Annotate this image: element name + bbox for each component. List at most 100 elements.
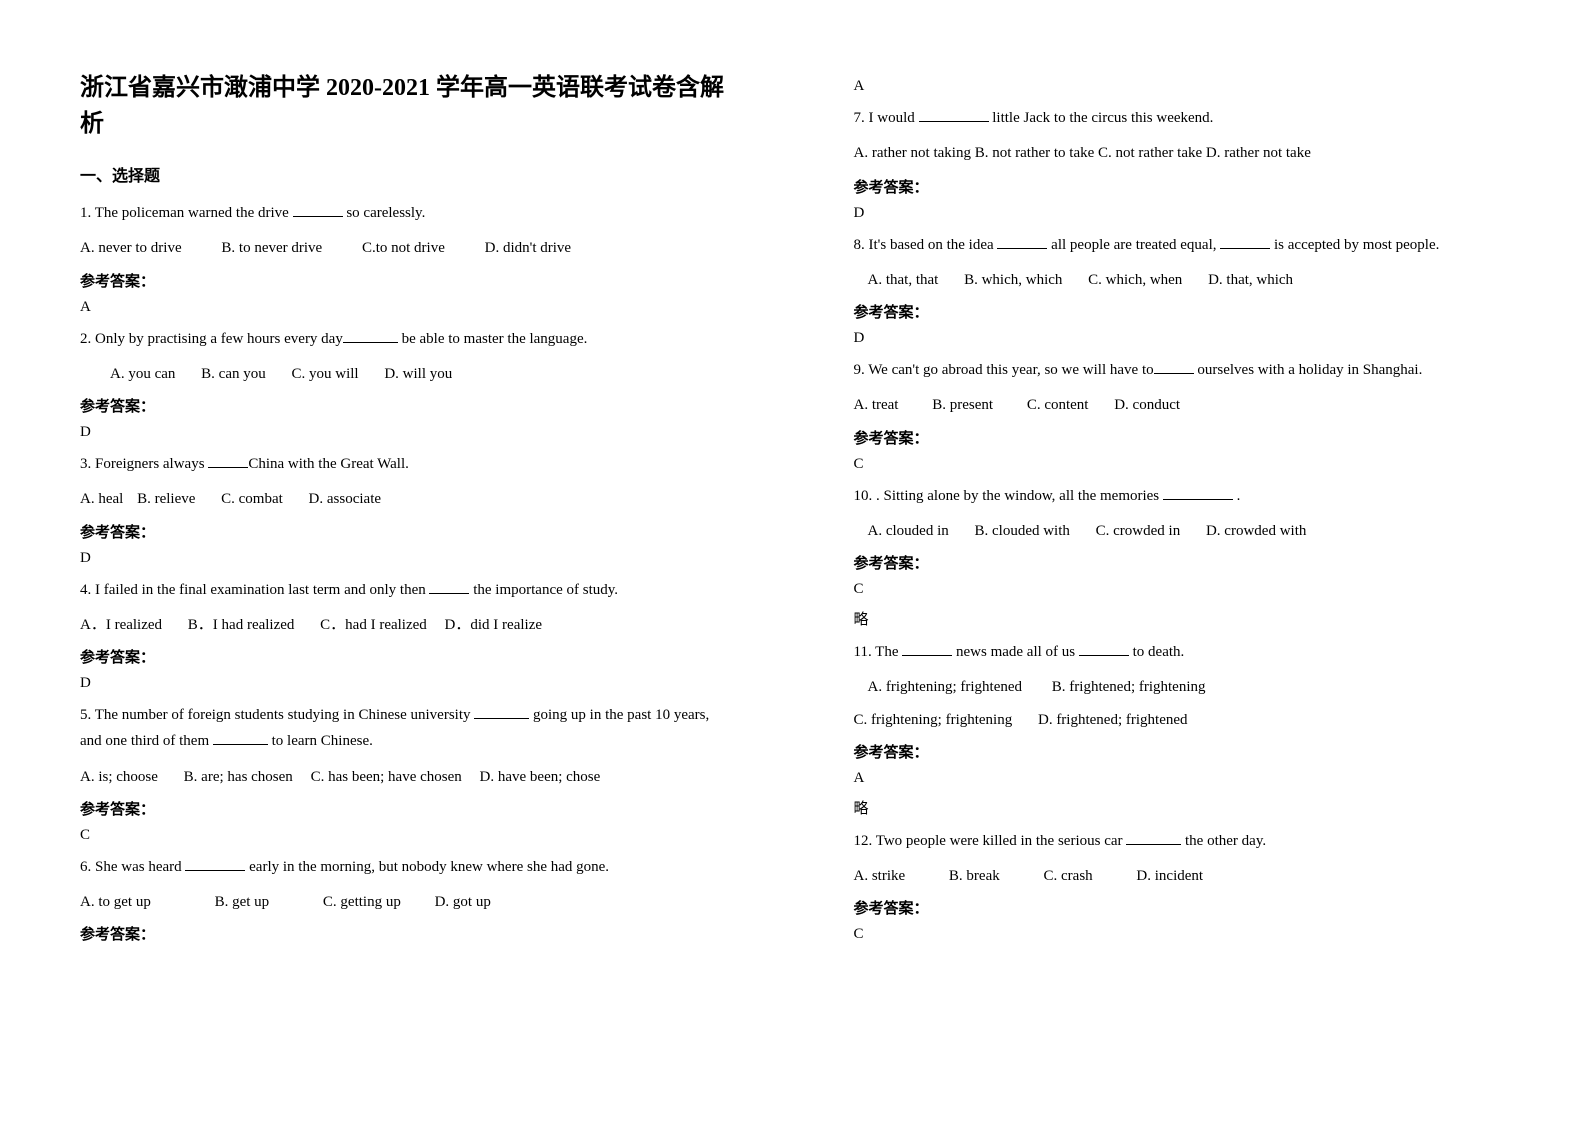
- opt: A. strike: [854, 863, 906, 889]
- opt: B. get up: [215, 889, 270, 915]
- q11-options-b: C. frightening; frightening D. frightene…: [854, 707, 1508, 733]
- q11-text-c: to death.: [1129, 644, 1184, 660]
- answer-label: 参考答案：: [854, 176, 1508, 197]
- q2-text-a: 2. Only by practising a few hours every …: [80, 331, 343, 347]
- question-12: 12. Two people were killed in the seriou…: [854, 828, 1508, 854]
- answer-label: 参考答案：: [80, 521, 734, 542]
- opt: A. you can: [110, 361, 175, 387]
- q1-text-b: so carelessly.: [343, 205, 426, 221]
- opt: C. crash: [1044, 863, 1093, 889]
- opt: D. that, which: [1208, 267, 1293, 293]
- blank: [343, 327, 398, 343]
- q1-text-a: 1. The policeman warned the drive: [80, 205, 293, 221]
- q11-options-a: A. frightening; frightened B. frightened…: [854, 674, 1508, 700]
- answer-label: 参考答案：: [854, 427, 1508, 448]
- opt: A．I realized: [80, 612, 162, 638]
- q1-answer: A: [80, 299, 734, 316]
- blank: [213, 729, 268, 745]
- blank: [997, 233, 1047, 249]
- opt: A. never to drive: [80, 235, 182, 261]
- q6-text-a: 6. She was heard: [80, 859, 185, 875]
- blank: [1154, 358, 1194, 374]
- left-column: 浙江省嘉兴市澉浦中学 2020-2021 学年高一英语联考试卷含解析 一、选择题…: [0, 0, 794, 1122]
- q12-options: A. strike B. break C. crash D. incident: [854, 863, 1508, 889]
- opt: B. break: [949, 863, 1000, 889]
- opt: B. clouded with: [974, 518, 1069, 544]
- blank: [293, 201, 343, 217]
- opt: D. will you: [384, 361, 452, 387]
- question-4: 4. I failed in the final examination las…: [80, 577, 734, 603]
- opt: D. conduct: [1114, 392, 1180, 418]
- opt: B. frightened; frightening: [1052, 674, 1206, 700]
- q8-options: A. that, that B. which, which C. which, …: [854, 267, 1508, 293]
- opt: D．did I realize: [445, 612, 542, 638]
- answer-label: 参考答案：: [80, 923, 734, 944]
- q8-text-c: is accepted by most people.: [1270, 237, 1439, 253]
- opt: B. to never drive: [221, 235, 322, 261]
- q3-text-b: China with the Great Wall.: [248, 456, 409, 472]
- q5-text-c: to learn Chinese.: [268, 733, 373, 749]
- opt: A. heal: [80, 486, 123, 512]
- q7-options: A. rather not taking B. not rather to ta…: [854, 140, 1508, 166]
- q2-text-b: be able to master the language.: [398, 331, 588, 347]
- section-heading: 一、选择题: [80, 162, 734, 186]
- q4-options: A．I realized B．I had realized C．had I re…: [80, 612, 734, 638]
- opt: B. present: [932, 392, 993, 418]
- blank: [208, 452, 248, 468]
- page-title: 浙江省嘉兴市澉浦中学 2020-2021 学年高一英语联考试卷含解析: [80, 70, 734, 142]
- q9-options: A. treat B. present C. content D. conduc…: [854, 392, 1508, 418]
- q6-answer: A: [854, 78, 1508, 95]
- right-column: A 7. I would little Jack to the circus t…: [794, 0, 1587, 1122]
- q7-text-b: little Jack to the circus this weekend.: [989, 110, 1214, 126]
- q3-text-a: 3. Foreigners always: [80, 456, 208, 472]
- answer-label: 参考答案：: [80, 395, 734, 416]
- opt: D. associate: [309, 486, 381, 512]
- question-1: 1. The policeman warned the drive so car…: [80, 200, 734, 226]
- q10-skip: 略: [854, 608, 1508, 629]
- opt: D. crowded with: [1206, 518, 1306, 544]
- opt: D. have been; chose: [480, 764, 601, 790]
- blank: [185, 855, 245, 871]
- q5-options: A. is; choose B. are; has chosen C. has …: [80, 764, 734, 790]
- answer-label: 参考答案：: [854, 552, 1508, 573]
- q6-options: A. to get up B. get up C. getting up D. …: [80, 889, 734, 915]
- q10-text-a: 10. . Sitting alone by the window, all t…: [854, 488, 1163, 504]
- q10-text-b: .: [1233, 488, 1241, 504]
- question-11: 11. The news made all of us to death.: [854, 639, 1508, 665]
- answer-label: 参考答案：: [80, 646, 734, 667]
- question-10: 10. . Sitting alone by the window, all t…: [854, 483, 1508, 509]
- q11-skip: 略: [854, 797, 1508, 818]
- blank: [429, 578, 469, 594]
- answer-label: 参考答案：: [854, 897, 1508, 918]
- answer-label: 参考答案：: [80, 798, 734, 819]
- question-2: 2. Only by practising a few hours every …: [80, 326, 734, 352]
- q9-text-b: ourselves with a holiday in Shanghai.: [1194, 362, 1423, 378]
- opt: C. combat: [221, 486, 283, 512]
- q2-options: A. you can B. can you C. you will D. wil…: [80, 361, 734, 387]
- answer-label: 参考答案：: [854, 301, 1508, 322]
- answer-label: 参考答案：: [854, 741, 1508, 762]
- q12-answer: C: [854, 926, 1508, 943]
- q3-options: A. heal B. relieve C. combat D. associat…: [80, 486, 734, 512]
- opt: C．had I realized: [320, 612, 427, 638]
- question-3: 3. Foreigners always China with the Grea…: [80, 451, 734, 477]
- q4-text-a: 4. I failed in the final examination las…: [80, 582, 429, 598]
- blank: [1126, 829, 1181, 845]
- blank: [1079, 640, 1129, 656]
- opt: D. got up: [435, 889, 491, 915]
- opt: C. getting up: [323, 889, 401, 915]
- q12-text-b: the other day.: [1181, 833, 1266, 849]
- q2-answer: D: [80, 424, 734, 441]
- q3-answer: D: [80, 550, 734, 567]
- q5-answer: C: [80, 827, 734, 844]
- q8-text-a: 8. It's based on the idea: [854, 237, 998, 253]
- q11-text-a: 11. The: [854, 644, 903, 660]
- opt: C. frightening; frightening: [854, 707, 1013, 733]
- q10-options: A. clouded in B. clouded with C. crowded…: [854, 518, 1508, 544]
- q11-answer: A: [854, 770, 1508, 787]
- q7-text-a: 7. I would: [854, 110, 919, 126]
- q7-answer: D: [854, 205, 1508, 222]
- question-5: 5. The number of foreign students studyi…: [80, 702, 734, 755]
- opt: C. you will: [291, 361, 358, 387]
- opt: C.to not drive: [362, 235, 445, 261]
